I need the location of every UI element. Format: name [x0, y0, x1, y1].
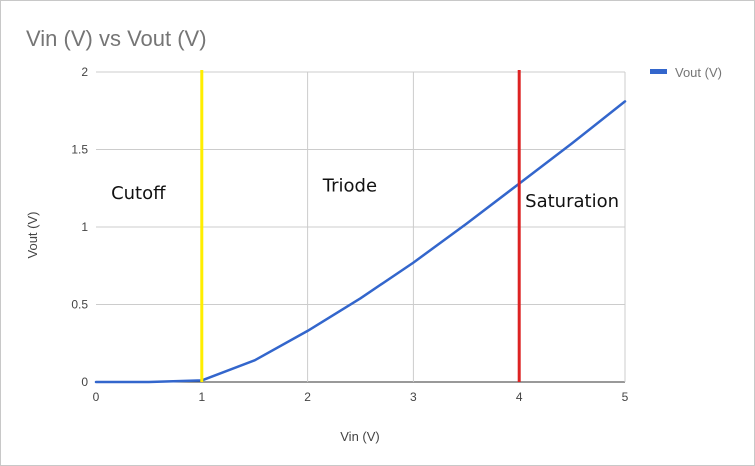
x-tick-label: 3: [410, 390, 417, 404]
x-tick-label: 2: [304, 390, 311, 404]
y-axis-ticks: 0 0.5 1 1.5 2: [71, 65, 88, 389]
y-axis-label: Vout (V): [25, 212, 40, 259]
region-label: Triode: [322, 175, 377, 196]
region-label: Saturation: [525, 191, 619, 212]
region-label: Cutoff: [111, 183, 166, 204]
annotations: Cutoff Triode Saturation: [111, 175, 619, 212]
y-tick-label: 1.5: [71, 143, 88, 157]
y-tick-label: 0: [81, 375, 88, 389]
legend: Vout (V): [650, 65, 722, 80]
y-tick-label: 2: [81, 65, 88, 79]
x-axis-label: Vin (V): [340, 429, 380, 444]
region-markers: [200, 70, 521, 382]
x-tick-label: 4: [516, 390, 523, 404]
x-tick-label: 0: [93, 390, 100, 404]
x-tick-label: 5: [622, 390, 629, 404]
y-tick-label: 1: [81, 220, 88, 234]
series-layer: [94, 100, 627, 384]
legend-swatch: [650, 69, 667, 74]
x-tick-label: 1: [198, 390, 205, 404]
x-axis-ticks: 0 1 2 3 4 5: [93, 390, 629, 404]
y-tick-label: 0.5: [71, 298, 88, 312]
series-line: [94, 100, 627, 384]
legend-label: Vout (V): [675, 65, 722, 80]
chart-title: Vin (V) vs Vout (V): [26, 26, 207, 51]
grid: [96, 71, 626, 383]
